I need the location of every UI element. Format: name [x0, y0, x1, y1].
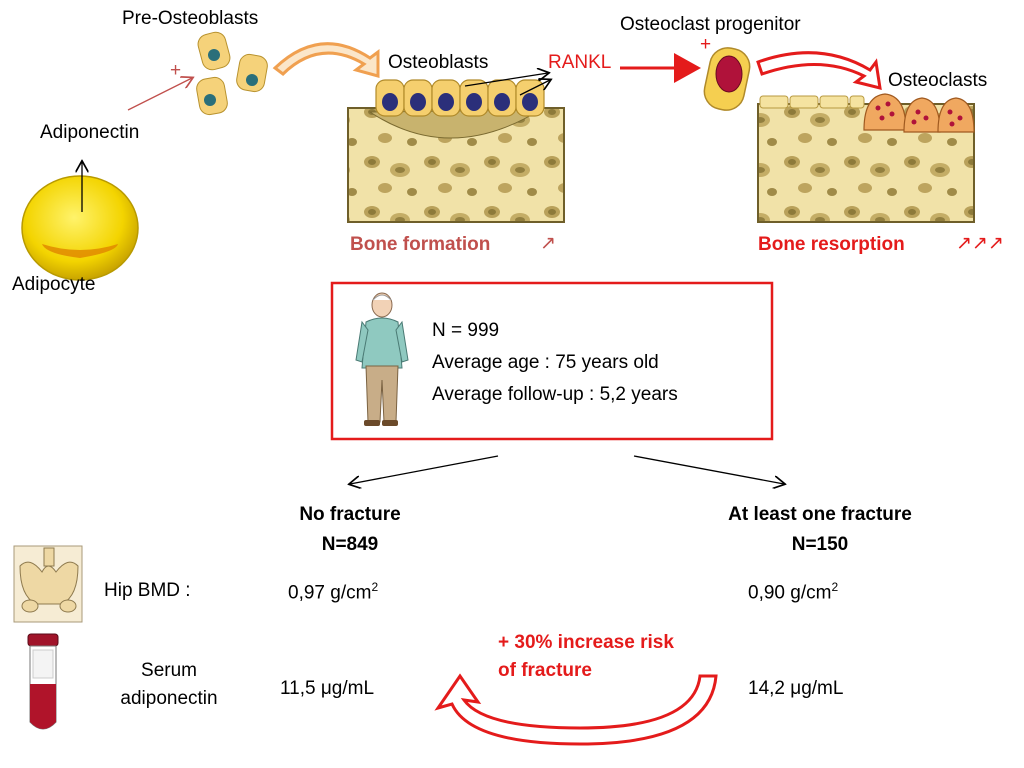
bone-formation-block: [347, 79, 565, 223]
blood-tube-icon: [27, 633, 59, 730]
no-fracture-n: N=849: [321, 534, 379, 555]
fracture-title: At least one fracture: [728, 504, 912, 525]
study-age: Average age : 75 years old: [432, 352, 659, 373]
rankl-label: RANKL: [548, 52, 612, 73]
no-fracture-adiponectin: 11,5 μg/mL: [280, 678, 375, 699]
serum-label-line2: adiponectin: [120, 688, 218, 709]
hip-bmd-label: Hip BMD :: [104, 580, 191, 601]
study-follow-up: Average follow-up : 5,2 years: [432, 384, 678, 405]
osteoclast-progenitor-label: Osteoclast progenitor: [620, 14, 801, 35]
adiponectin-label: Adiponectin: [40, 122, 140, 143]
no-fracture-bmd: 0,97 g/cm2: [288, 580, 379, 604]
osteoclast-progenitor-cell: [703, 47, 751, 111]
pelvis-icon: [13, 545, 83, 623]
risk-line1: + 30% increase risk: [498, 632, 674, 653]
pre-osteoblasts-plus: +: [170, 60, 182, 81]
adipocyte-cell: [21, 175, 139, 281]
osteoblast-to-rankl-arrow-2: [519, 80, 550, 96]
osteoclasts-label: Osteoclasts: [888, 70, 988, 91]
pre-osteoblasts-label: Pre-Osteoblasts: [122, 8, 259, 29]
bone-resorption-label: Bone resorption: [758, 234, 905, 255]
fracture-bmd: 0,90 g/cm2: [748, 580, 839, 604]
split-arrow-right: [633, 455, 784, 484]
bone-resorption-trend: ↗↗↗: [956, 233, 1004, 254]
osteoblast-to-rankl-arrow-1: [464, 73, 548, 87]
serum-label-line1: Serum: [141, 660, 197, 681]
osteoblasts-label: Osteoblasts: [388, 52, 489, 73]
fracture-adiponectin: 14,2 μg/mL: [748, 678, 844, 699]
risk-comparison-arrow: [434, 673, 718, 746]
split-arrow-left: [350, 455, 499, 484]
study-n: N = 999: [432, 320, 500, 341]
no-fracture-title: No fracture: [299, 504, 401, 525]
adipocyte-label: Adipocyte: [12, 274, 96, 295]
risk-line2: of fracture: [498, 660, 592, 681]
maturation-arrow: [756, 51, 882, 91]
bone-formation-trend: ↗: [540, 233, 556, 254]
elderly-person-icon: [355, 292, 409, 426]
pre-osteoblast-cells: [196, 31, 268, 116]
bone-formation-label: Bone formation: [350, 234, 491, 255]
progenitor-plus: +: [700, 34, 712, 55]
bone-resorption-block: [757, 93, 975, 223]
adiponectin-to-preosteoblast-arrow: [127, 78, 192, 111]
differentiation-arrow: [272, 42, 380, 78]
fracture-n: N=150: [791, 534, 849, 555]
